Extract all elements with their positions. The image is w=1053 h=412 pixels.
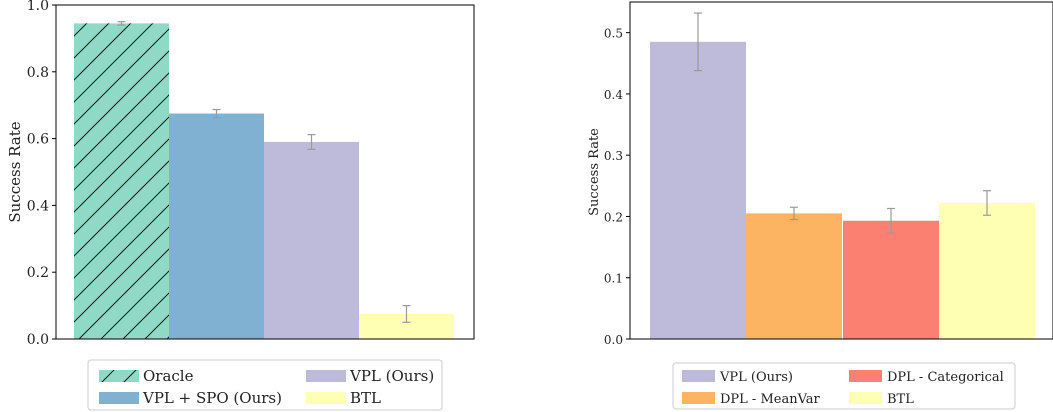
legend-entry-right-3: DPL - Categorical [849,370,1004,385]
legend-entry-left-2: VPL + SPO (Ours) [99,389,282,407]
error-bars-right [694,12,991,234]
y-tick-label-left-1: 0.2 [27,265,49,281]
error-bar-right-2 [790,206,798,221]
legend-left: Oracle VPL + SPO (Ours) VPL (Ours) BTL [87,359,443,411]
plot-frame-right [629,1,1053,340]
y-tick-label-right-3: 0.3 [604,149,623,163]
bar-hatch-left-1 [74,23,169,340]
legend-swatch-right-2 [682,392,715,404]
legend-right: VPL (Ours) DPL - MeanVar DPL - Categorical… [672,362,1016,410]
legend-swatch-left-4 [306,392,346,404]
error-bar-left-2 [212,108,221,119]
y-tick-label-left-2: 0.4 [27,198,49,214]
plot-frame-left [55,4,475,340]
bar-right-3 [843,220,939,339]
legend-swatch-left-2 [99,392,139,404]
legend-label-right-1: VPL (Ours) [719,370,793,385]
legend-entry-right-4: BTL [849,392,914,407]
legend-swatch-left-3 [306,370,346,382]
y-tick-label-right-0: 0.0 [604,333,623,347]
legend-swatch-right-4 [849,392,882,404]
y-tick-label-right-2: 0.2 [604,210,623,224]
error-bar-right-1 [694,12,702,72]
error-bar-left-1 [117,21,126,26]
error-bar-right-3 [887,207,895,234]
bar-left-3 [264,141,359,339]
y-axis-label-left: Success Rate [6,121,24,222]
y-tick-label-right-4: 0.4 [604,88,623,102]
y-tick-label-right-5: 0.5 [604,27,623,41]
y-tick-label-left-3: 0.6 [27,132,49,148]
bars-right [650,41,1035,340]
legend-swatch-right-1 [682,370,715,382]
chart-right: 0.0 0.1 0.2 0.3 0.4 0.5 Success Rate VPL (Our… [587,1,1053,410]
legend-label-right-4: BTL [887,392,914,407]
legend-label-left-3: VPL (Ours) [349,367,434,385]
y-tick-label-left-4: 0.8 [27,65,49,81]
legend-entry-left-3: VPL (Ours) [306,367,434,385]
y-axis-left: 0.0 0.2 0.4 0.6 0.8 1.0 [27,0,56,348]
legend-label-right-3: DPL - Categorical [887,370,1004,385]
legend-box-right [672,362,1016,410]
legend-label-left-1: Oracle [143,367,194,385]
chart-left: 0.0 0.2 0.4 0.6 0.8 1.0 Success Rate Oracle VP… [6,0,475,411]
y-tick-label-left-5: 1.0 [27,0,49,14]
legend-entry-left-1: Oracle [99,367,194,385]
bar-right-1 [650,41,746,340]
bars-left [74,23,454,340]
error-bar-left-3 [307,133,316,150]
y-tick-label-right-1: 0.1 [604,272,623,286]
legend-entry-right-1: VPL (Ours) [682,370,793,385]
y-tick-label-left-0: 0.0 [27,332,49,348]
y-axis-label-right: Success Rate [587,128,602,216]
bar-right-4 [939,202,1035,339]
legend-box-left [87,359,443,411]
legend-label-right-2: DPL - MeanVar [720,392,821,407]
error-bar-left-4 [402,305,411,323]
bar-left-2 [169,113,264,339]
error-bar-right-4 [983,190,991,216]
y-axis-right: 0.0 0.1 0.2 0.3 0.4 0.5 [604,27,630,347]
legend-entry-right-2: DPL - MeanVar [682,392,821,407]
legend-swatch-right-3 [849,370,882,382]
legend-label-left-2: VPL + SPO (Ours) [142,389,282,407]
bar-right-2 [746,213,842,339]
legend-label-left-4: BTL [350,389,381,407]
legend-entry-left-4: BTL [306,389,381,407]
error-bars-left [117,21,411,323]
legend-swatch-hatch-left-1 [99,370,139,382]
